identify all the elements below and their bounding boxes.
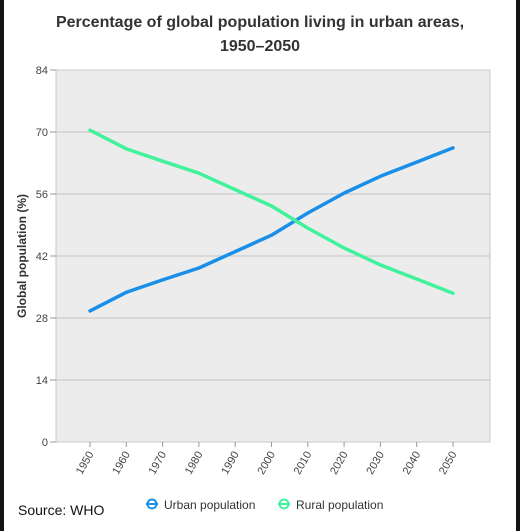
right-edge-border	[516, 0, 520, 531]
x-tick-label: 1990	[219, 450, 242, 477]
legend-label: Rural population	[296, 498, 383, 512]
series-line-rural-population	[88, 128, 455, 295]
chart-title-line2: 1950–2050	[219, 38, 301, 55]
series-line-urban-population	[88, 146, 455, 313]
x-tick-label: 1980	[183, 450, 206, 477]
y-tick-label: 28	[36, 313, 48, 325]
left-edge-border	[0, 0, 4, 531]
y-tick-label: 42	[36, 251, 48, 263]
x-tick-label: 1960	[110, 450, 133, 477]
y-tick-label: 0	[42, 437, 48, 449]
source-note: Source: WHO	[18, 502, 105, 518]
y-axis-label: Global population (%)	[15, 194, 29, 318]
x-tick-label: 2050	[437, 450, 460, 477]
x-tick-label: 2030	[364, 450, 387, 477]
x-tick-label: 1970	[147, 450, 170, 477]
x-tick-label: 2010	[292, 450, 315, 477]
x-tick-label: 2020	[328, 450, 351, 477]
y-tick-label: 70	[36, 127, 48, 139]
y-tick-label: 14	[36, 375, 48, 387]
x-tick-label: 2040	[401, 450, 424, 477]
x-tick-label: 1950	[74, 450, 97, 477]
y-tick-label: 56	[36, 189, 48, 201]
x-tick-label: 2000	[255, 450, 278, 477]
chart-title-line1: Percentage of global population living i…	[55, 14, 465, 31]
y-tick-label: 84	[36, 65, 48, 77]
legend-label: Urban population	[164, 498, 255, 512]
